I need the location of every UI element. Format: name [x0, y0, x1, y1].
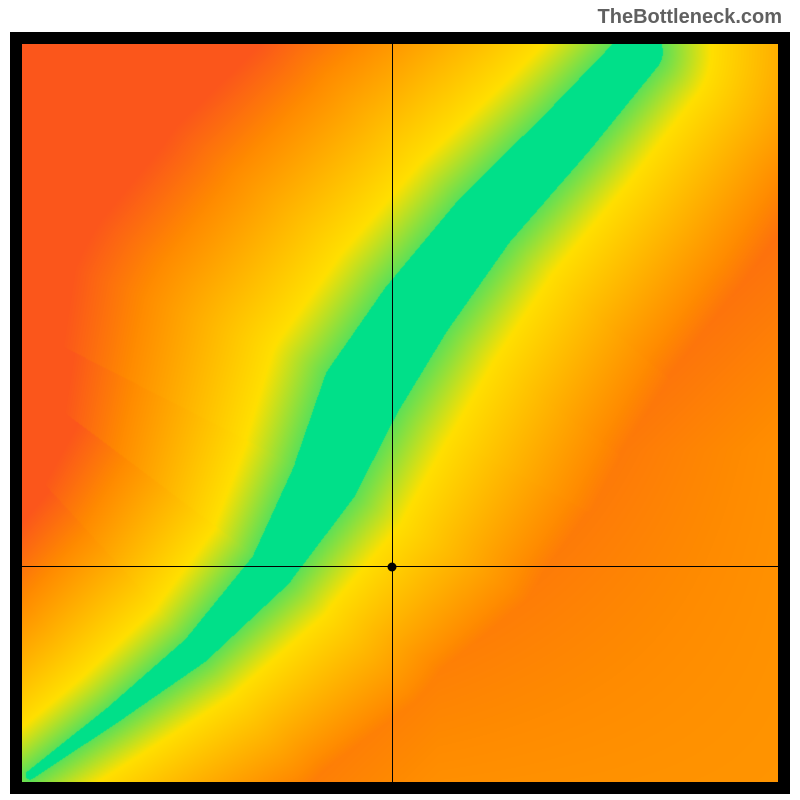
- heatmap-canvas: [22, 44, 778, 782]
- crosshair-horizontal: [22, 566, 778, 567]
- heatmap-plot: [22, 44, 778, 782]
- watermark-text: TheBottleneck.com: [598, 6, 782, 29]
- crosshair-marker: [388, 562, 397, 571]
- crosshair-vertical: [392, 44, 393, 782]
- plot-outer-border: [10, 32, 790, 794]
